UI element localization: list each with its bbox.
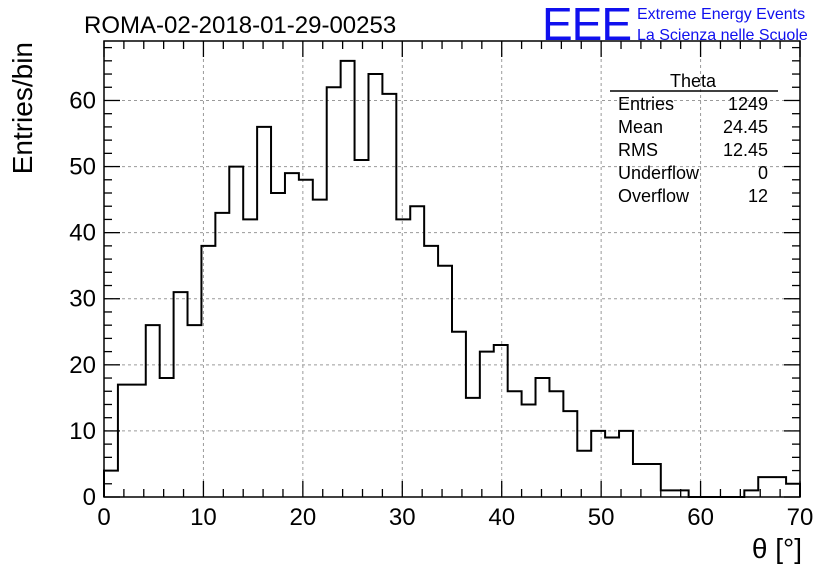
histogram-outline <box>103 59 801 498</box>
histogram-bin <box>132 385 146 497</box>
histogram-bin <box>452 332 466 497</box>
stats-value-overflow: 12 <box>748 186 768 206</box>
histogram-bin <box>243 219 257 497</box>
y-tick-label: 10 <box>69 418 96 445</box>
histogram-bin <box>410 206 424 497</box>
axis-ticks <box>103 41 801 498</box>
stats-label-underflow: Underflow <box>618 163 700 183</box>
histogram-bin <box>215 213 229 497</box>
histogram-bin <box>619 431 633 497</box>
histogram-bin <box>327 87 341 497</box>
run-title: ROMA-02-2018-01-29-00253 <box>84 12 396 39</box>
y-tick-label: 20 <box>69 352 96 379</box>
y-tick-label: 60 <box>69 87 96 114</box>
histogram-bin <box>188 325 202 497</box>
histogram-bin <box>536 378 550 497</box>
x-tick-label: 70 <box>787 504 814 531</box>
histogram-bin <box>563 411 577 497</box>
y-tick-label: 50 <box>69 154 96 181</box>
histogram-bin <box>549 391 563 497</box>
x-tick-label: 20 <box>290 504 317 531</box>
stats-label-overflow: Overflow <box>618 186 690 206</box>
histogram-bin <box>146 325 160 497</box>
grid-lines <box>104 41 800 497</box>
stats-value-underflow: 0 <box>758 163 768 183</box>
histogram-bin <box>466 398 480 497</box>
stats-value-entries: 1249 <box>728 94 768 114</box>
histogram-bin <box>285 173 299 497</box>
x-tick-label: 40 <box>488 504 515 531</box>
histogram-bin <box>257 127 271 497</box>
histogram-bin <box>229 167 243 497</box>
histogram-bin <box>577 451 591 497</box>
logo-line-1: Extreme Energy Events <box>637 6 805 23</box>
histogram-bin <box>786 484 800 497</box>
histogram-bin <box>341 61 355 497</box>
histogram-bin <box>396 219 410 497</box>
histogram-bin <box>368 74 382 497</box>
histogram-bin <box>355 160 369 497</box>
y-tick-labels: 0 10 20 30 40 50 60 <box>69 87 96 511</box>
x-axis-label: θ [°] <box>752 533 802 564</box>
histogram-bin <box>591 431 605 497</box>
histogram-bin <box>174 292 188 497</box>
y-tick-label: 40 <box>69 220 96 247</box>
histogram-bin <box>382 94 396 497</box>
stats-value-rms: 12.45 <box>723 140 768 160</box>
histogram-bin <box>772 477 786 497</box>
histogram-bin <box>494 345 508 497</box>
logo-mark: EEE <box>542 0 631 50</box>
x-tick-label: 50 <box>588 504 615 531</box>
stats-box: Theta Entries 1249 Mean 24.45 RMS 12.45 … <box>610 71 778 206</box>
x-tick-label: 0 <box>97 504 110 531</box>
eee-logo: EEE Extreme Energy Events La Scienza nel… <box>542 0 808 50</box>
histogram-bin <box>647 464 661 497</box>
logo-line-2: La Scienza nelle Scuole <box>637 27 808 44</box>
histogram-bin <box>118 385 132 497</box>
histogram-bin <box>480 352 494 497</box>
x-tick-label: 10 <box>190 504 217 531</box>
y-tick-label: 30 <box>69 286 96 313</box>
y-tick-label: 0 <box>83 484 96 511</box>
histogram-bin <box>633 464 647 497</box>
stats-label-mean: Mean <box>618 117 663 137</box>
histogram-bin <box>508 391 522 497</box>
plot-frame <box>103 40 801 498</box>
histogram-bin <box>271 193 285 497</box>
stats-value-mean: 24.45 <box>723 117 768 137</box>
stats-title: Theta <box>670 71 717 91</box>
stats-label-rms: RMS <box>618 140 658 160</box>
x-tick-label: 30 <box>389 504 416 531</box>
y-axis-label: Entries/bin <box>7 42 38 174</box>
histogram-bars <box>103 59 801 498</box>
histogram-bin <box>424 246 438 497</box>
x-tick-labels: 0 10 20 30 40 50 60 70 <box>97 504 813 531</box>
histogram-bin <box>605 438 619 497</box>
histogram-bin <box>438 266 452 497</box>
histogram-bin <box>313 200 327 497</box>
histogram-bin <box>299 180 313 497</box>
stats-label-entries: Entries <box>618 94 674 114</box>
x-tick-label: 60 <box>687 504 714 531</box>
histogram-bin <box>160 378 174 497</box>
histogram-bin <box>522 404 536 497</box>
